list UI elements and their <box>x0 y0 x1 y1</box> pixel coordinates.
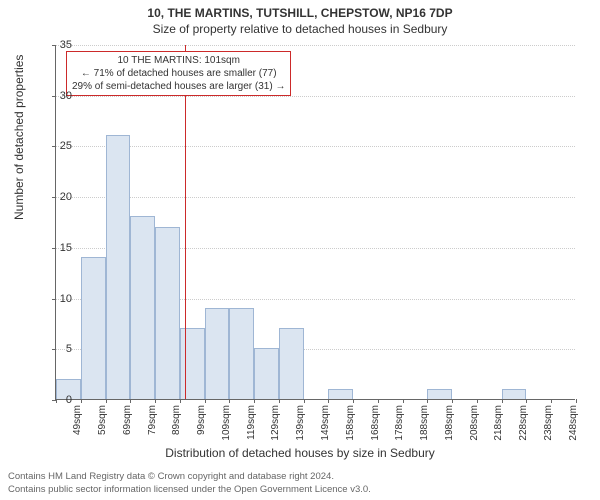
xtick-label: 248sqm <box>568 405 579 441</box>
histogram-bar <box>502 389 527 399</box>
annotation-line: 29% of semi-detached houses are larger (… <box>72 80 285 93</box>
histogram-bar <box>328 389 353 399</box>
ytick-label: 25 <box>52 140 72 152</box>
xtick-mark <box>106 399 107 403</box>
histogram-bar <box>106 135 131 399</box>
xtick-label: 188sqm <box>419 405 430 441</box>
xtick-label: 99sqm <box>196 405 207 435</box>
xtick-label: 218sqm <box>493 405 504 441</box>
xtick-label: 158sqm <box>345 405 356 441</box>
ytick-label: 30 <box>52 90 72 102</box>
xtick-label: 109sqm <box>221 405 232 441</box>
xtick-mark <box>130 399 131 403</box>
xtick-label: 59sqm <box>97 405 108 435</box>
histogram-bar <box>229 308 254 399</box>
xtick-label: 139sqm <box>295 405 306 441</box>
histogram-bar <box>81 257 106 399</box>
ytick-label: 35 <box>52 39 72 51</box>
chart-title-main: 10, THE MARTINS, TUTSHILL, CHEPSTOW, NP1… <box>0 0 600 20</box>
xtick-mark <box>427 399 428 403</box>
xtick-mark <box>229 399 230 403</box>
xtick-mark <box>502 399 503 403</box>
gridline <box>56 45 575 46</box>
xtick-label: 198sqm <box>444 405 455 441</box>
xtick-mark <box>353 399 354 403</box>
x-axis-label: Distribution of detached houses by size … <box>0 446 600 460</box>
footer-attribution: Contains HM Land Registry data © Crown c… <box>8 471 371 496</box>
xtick-mark <box>254 399 255 403</box>
gridline <box>56 146 575 147</box>
xtick-label: 178sqm <box>394 405 405 441</box>
ytick-label: 20 <box>52 191 72 203</box>
xtick-mark <box>304 399 305 403</box>
xtick-label: 129sqm <box>270 405 281 441</box>
xtick-label: 208sqm <box>469 405 480 441</box>
ytick-label: 5 <box>52 343 72 355</box>
ytick-label: 10 <box>52 293 72 305</box>
xtick-mark <box>205 399 206 403</box>
annotation-box: 10 THE MARTINS: 101sqm← 71% of detached … <box>66 51 291 96</box>
histogram-bar <box>279 328 304 399</box>
footer-line-1: Contains HM Land Registry data © Crown c… <box>8 471 371 483</box>
reference-vline <box>185 45 186 399</box>
histogram-bar <box>427 389 452 399</box>
xtick-label: 69sqm <box>122 405 133 435</box>
xtick-label: 79sqm <box>147 405 158 435</box>
xtick-mark <box>328 399 329 403</box>
histogram-bar <box>254 348 279 399</box>
histogram-bar <box>130 216 155 399</box>
xtick-label: 228sqm <box>518 405 529 441</box>
chart-title-sub: Size of property relative to detached ho… <box>0 20 600 36</box>
xtick-mark <box>551 399 552 403</box>
xtick-mark <box>477 399 478 403</box>
xtick-mark <box>81 399 82 403</box>
xtick-mark <box>279 399 280 403</box>
xtick-label: 168sqm <box>370 405 381 441</box>
xtick-mark <box>378 399 379 403</box>
gridline <box>56 197 575 198</box>
chart-plot-area: 49sqm59sqm69sqm79sqm89sqm99sqm109sqm119s… <box>55 45 575 400</box>
xtick-mark <box>403 399 404 403</box>
footer-line-2: Contains public sector information licen… <box>8 484 371 496</box>
ytick-label: 0 <box>52 394 72 406</box>
xtick-label: 49sqm <box>72 405 83 435</box>
xtick-mark <box>576 399 577 403</box>
histogram-bar <box>180 328 205 399</box>
xtick-mark <box>526 399 527 403</box>
xtick-label: 238sqm <box>543 405 554 441</box>
xtick-mark <box>180 399 181 403</box>
xtick-mark <box>155 399 156 403</box>
xtick-mark <box>452 399 453 403</box>
annotation-line: 10 THE MARTINS: 101sqm <box>72 54 285 67</box>
y-axis-label: Number of detached properties <box>12 55 26 220</box>
xtick-label: 149sqm <box>320 405 331 441</box>
annotation-line: ← 71% of detached houses are smaller (77… <box>72 67 285 80</box>
ytick-label: 15 <box>52 242 72 254</box>
histogram-bar <box>205 308 230 399</box>
xtick-label: 89sqm <box>171 405 182 435</box>
xtick-label: 119sqm <box>246 405 257 440</box>
histogram-bar <box>155 227 180 399</box>
